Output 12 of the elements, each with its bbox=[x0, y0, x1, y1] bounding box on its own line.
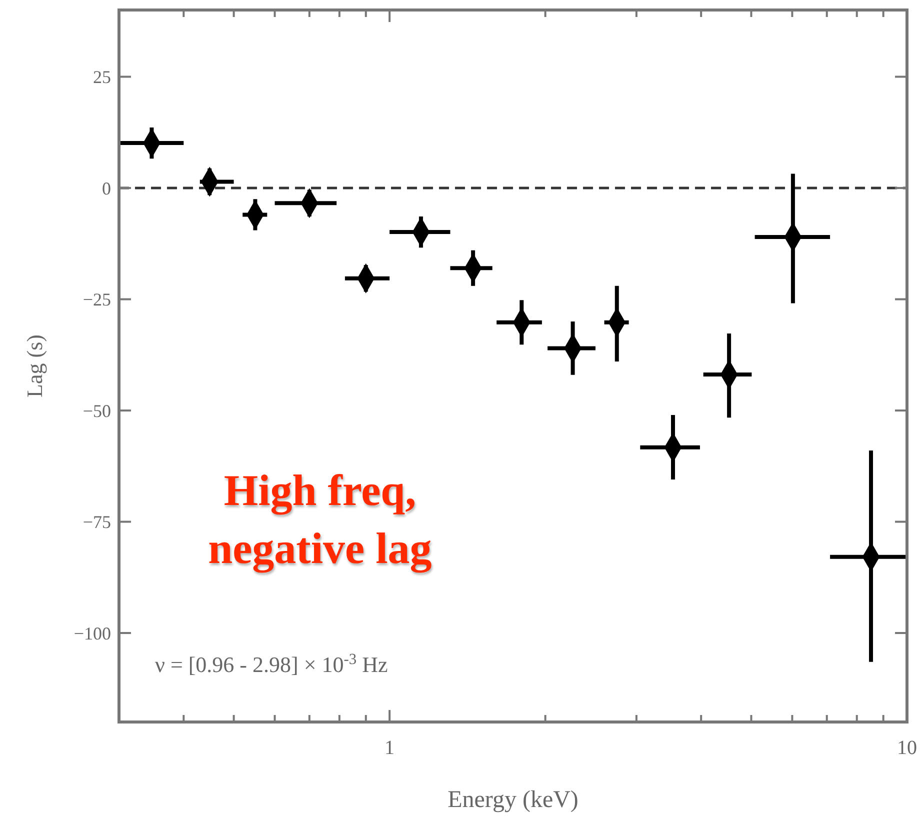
annotation: ν = [0.96 - 2.98] × 10$^{-3}$ Hz bbox=[155, 650, 388, 677]
y-tick-label: −25 bbox=[82, 290, 111, 310]
y-axis-title: Lag (s) bbox=[22, 334, 47, 398]
y-tick-label: 0 bbox=[102, 178, 111, 198]
y-tick-label: −100 bbox=[74, 623, 111, 644]
y-tick-label: −75 bbox=[82, 512, 111, 532]
x-axis-title: Energy (keV) bbox=[448, 787, 578, 813]
x-tick-label: 1 bbox=[384, 737, 395, 759]
y-tick-label: −50 bbox=[82, 400, 111, 421]
annotation: High freq, negative lag bbox=[208, 466, 432, 573]
y-tick-label: 25 bbox=[93, 67, 111, 88]
x-tick-label: 10 bbox=[897, 737, 917, 759]
